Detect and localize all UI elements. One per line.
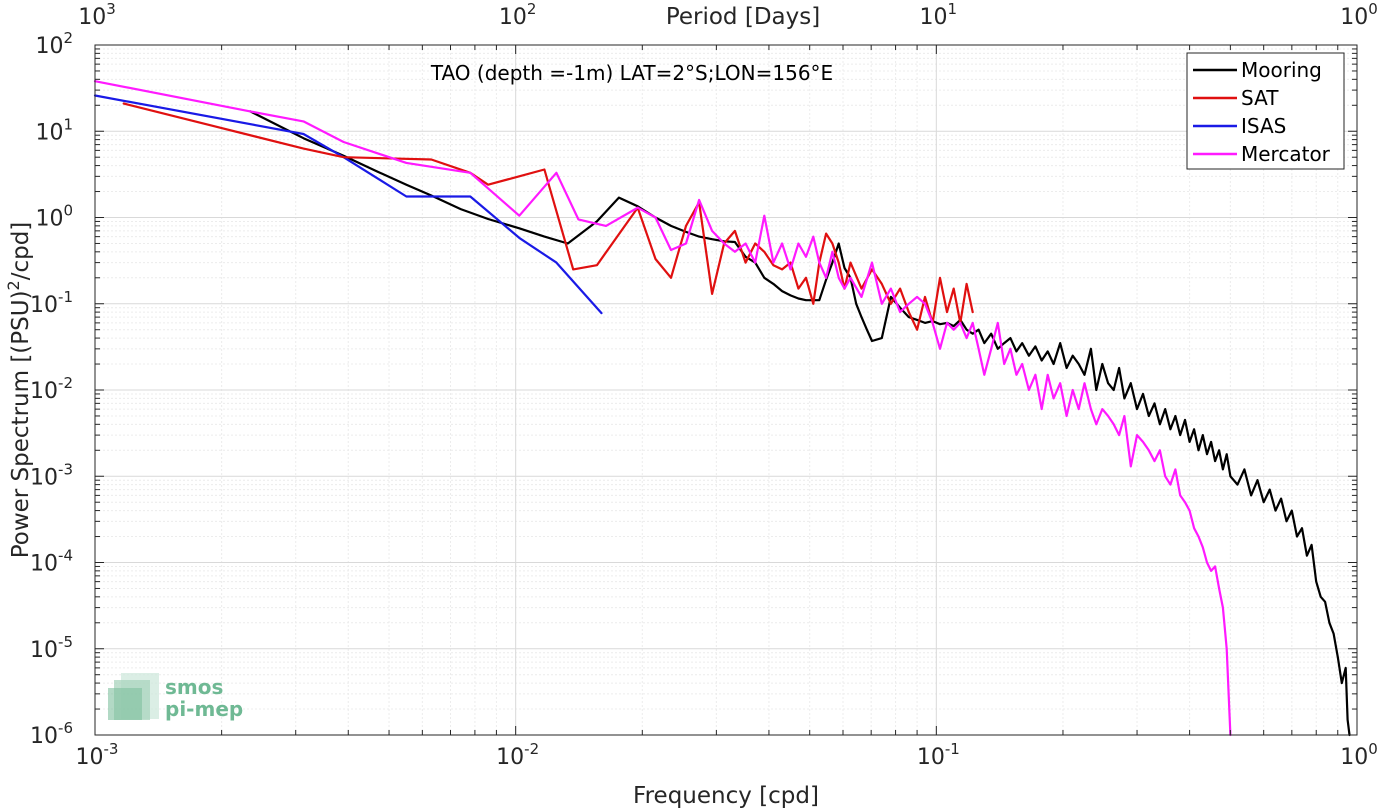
top-tick-label: 102 (499, 0, 537, 30)
x-tick-label-base: 10 (76, 745, 104, 770)
y-tick-label-exp: -4 (58, 547, 73, 565)
y-tick-label-base: 10 (35, 34, 63, 59)
top-tick-label-exp: 3 (106, 0, 116, 18)
y-tick-label-exp: -6 (58, 719, 73, 737)
y-tick-label: 10-1 (30, 288, 73, 318)
x-tick-label-exp: -3 (104, 740, 119, 758)
legend-label-isas: ISAS (1241, 114, 1286, 138)
y-tick-label-exp: -3 (58, 460, 73, 478)
x-tick-label-base: 10 (496, 745, 524, 770)
logo-text-smos: smos (165, 675, 223, 699)
x-tick-label-base: 10 (1340, 745, 1368, 770)
y-tick-label: 102 (35, 29, 73, 59)
top-tick-label-exp: 2 (527, 0, 537, 18)
series-line-mooring (249, 110, 1351, 737)
top-tick-label-base: 10 (78, 5, 106, 30)
x-tick-label: 10-1 (917, 740, 960, 770)
top-tick-label: 100 (1340, 0, 1377, 30)
series-line-isas (93, 94, 603, 315)
smos-pimep-logo: smos pi-mep (108, 673, 243, 721)
tick-marks (94, 44, 1358, 736)
series-line-mercator (93, 80, 1232, 737)
top-tick-label-base: 10 (920, 5, 948, 30)
y-tick-label-exp: -1 (58, 288, 73, 306)
y-tick-label-base: 10 (30, 465, 58, 490)
legend-items: Mooring SAT ISAS Mercator (1193, 58, 1331, 166)
logo-text-pimep: pi-mep (165, 697, 243, 721)
y-tick-label-base: 10 (30, 724, 58, 749)
series-line-sat (122, 102, 974, 331)
y-axis-label-sup: 2 (4, 280, 23, 290)
y-tick-label: 10-2 (30, 374, 73, 404)
y-tick-label-exp: -5 (58, 633, 73, 651)
legend-label-sat: SAT (1241, 86, 1279, 110)
top-tick-label-base: 10 (499, 5, 527, 30)
top-tick-label: 101 (920, 0, 958, 30)
y-tick-label: 10-6 (30, 719, 73, 749)
y-tick-label-exp: 2 (63, 29, 73, 47)
y-axis-label: Power Spectrum [(PSU)2/cpd] (4, 222, 34, 559)
top-axis-label: Period [Days] (666, 4, 820, 30)
y-tick-label: 100 (35, 202, 73, 232)
y-tick-label-base: 10 (35, 207, 63, 232)
y-tick-label-base: 10 (35, 120, 63, 145)
y-tick-label: 10-4 (30, 547, 73, 577)
x-axis-label: Frequency [cpd] (633, 783, 819, 809)
top-tick-label: 103 (78, 0, 116, 30)
top-tick-label-exp: 0 (1368, 0, 1377, 18)
top-tick-label-exp: 1 (948, 0, 958, 18)
x-tick-label: 100 (1340, 740, 1377, 770)
y-tick-label-base: 10 (30, 379, 58, 404)
x-tick-label: 10-2 (496, 740, 539, 770)
legend-box (1186, 52, 1345, 170)
y-tick-label-base: 10 (30, 638, 58, 663)
legend: Mooring SAT ISAS Mercator (1186, 52, 1345, 170)
logo-waves-front (108, 688, 142, 720)
y-tick-label-exp: 0 (63, 202, 73, 220)
x-tick-label: 10-3 (76, 740, 119, 770)
y-tick-label-exp: -2 (58, 374, 73, 392)
x-tick-label-exp: -2 (524, 740, 539, 758)
y-tick-label-base: 10 (30, 293, 58, 318)
x-tick-label-exp: 0 (1368, 740, 1377, 758)
y-tick-label: 10-3 (30, 460, 73, 490)
series-lines (93, 80, 1351, 737)
y-axis-label-tail: /cpd] (8, 222, 34, 281)
y-tick-label-exp: 1 (63, 115, 73, 133)
y-tick-label: 10-5 (30, 633, 73, 663)
x-tick-label-exp: -1 (945, 740, 960, 758)
major-grid (94, 44, 1358, 736)
x-tick-label-base: 10 (917, 745, 945, 770)
chart-title: TAO (depth =-1m) LAT=2°S;LON=156°E (430, 61, 833, 85)
y-tick-label-base: 10 (30, 552, 58, 577)
y-tick-label: 101 (35, 115, 73, 145)
legend-label-mooring: Mooring (1241, 58, 1322, 82)
legend-label-mercator: Mercator (1241, 142, 1331, 166)
top-tick-label-base: 10 (1340, 5, 1368, 30)
y-axis-label-main: Power Spectrum [(PSU) (8, 290, 34, 558)
